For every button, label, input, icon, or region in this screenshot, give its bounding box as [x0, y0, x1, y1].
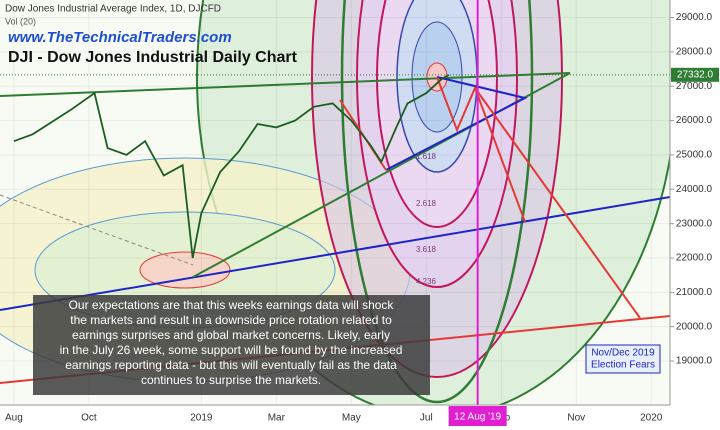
projection — [474, 87, 641, 319]
trend-line — [385, 76, 528, 171]
axes: 19000.0 20000.0 21000.0 22000.0 23000.0 24000… — [5, 12, 719, 426]
projection — [436, 76, 526, 223]
y-tick-label: 24000.0 — [676, 184, 713, 195]
y-tick-label: 27000.0 — [676, 81, 713, 92]
last-price-box — [671, 67, 719, 82]
header: Dow Jones Industrial Average Index, 1D, … — [5, 4, 221, 15]
y-tick-label: 22000.0 — [676, 253, 713, 264]
note-box — [585, 344, 661, 374]
trend-line — [0, 194, 194, 266]
price-line — [13, 74, 450, 259]
x-tick-label: Jul — [420, 413, 433, 424]
y-tick-label: 23000.0 — [676, 218, 713, 229]
x-tick-label: 2020 — [640, 413, 663, 424]
series: 1.618 2.618 3.618 4.236 — [0, 0, 670, 405]
fib-label: 4.236 — [416, 277, 437, 286]
commentary-line: earnings surprises and global market con… — [72, 328, 390, 342]
y-tick-label: 25000.0 — [676, 150, 713, 161]
fib-label: 3.618 — [416, 245, 437, 254]
x-tick-label: Aug — [5, 413, 23, 424]
website: www.TheTechnicalTraders.com — [8, 29, 232, 46]
commentary: Our expectations are that this weeks ear… — [60, 298, 403, 387]
y-tick-label: 21000.0 — [676, 287, 713, 298]
commentary-line: earnings reporting data - but this will … — [65, 358, 397, 372]
commentary-box — [33, 295, 430, 395]
fib-ellipse — [340, 0, 534, 404]
volume-label: Vol (20) — [5, 16, 36, 26]
commentary-line: Our expectations are that this weeks ear… — [69, 298, 395, 312]
y-tick-label: 20000.0 — [676, 321, 713, 332]
date-marker-box — [448, 406, 507, 426]
y-tick-label: 29000.0 — [676, 12, 713, 23]
commentary-line: continues to surprise the markets. — [141, 373, 321, 387]
last-price-label: 27332.0 — [677, 69, 714, 80]
x-tick-label: 2019 — [190, 413, 213, 424]
commentary-line: the markets and result in a downside pri… — [70, 313, 392, 327]
date-marker-label: 12 Aug '19 — [454, 412, 501, 423]
fib-label: 1.618 — [416, 152, 437, 161]
trend-line — [0, 196, 671, 311]
y-tick-label: 28000.0 — [676, 47, 713, 58]
x-tick-label: May — [342, 413, 361, 424]
y-tick-label: 26000.0 — [676, 115, 713, 126]
commentary-line: in the July 26 week, some support will b… — [60, 343, 403, 357]
x-tick-label: Nov — [567, 413, 585, 424]
fib-label: 2.618 — [416, 199, 437, 208]
x-tick-label: Oct — [81, 413, 97, 424]
ellipse — [139, 251, 231, 289]
note-line: Nov/Dec 2019 — [591, 348, 655, 359]
x-tick-label: Mar — [268, 413, 286, 424]
x-axis-background — [0, 405, 670, 430]
chart-title: DJI - Dow Jones Industrial Daily Chart — [8, 49, 298, 66]
note-line: Election Fears — [591, 360, 655, 371]
y-tick-label: 19000.0 — [676, 356, 713, 367]
